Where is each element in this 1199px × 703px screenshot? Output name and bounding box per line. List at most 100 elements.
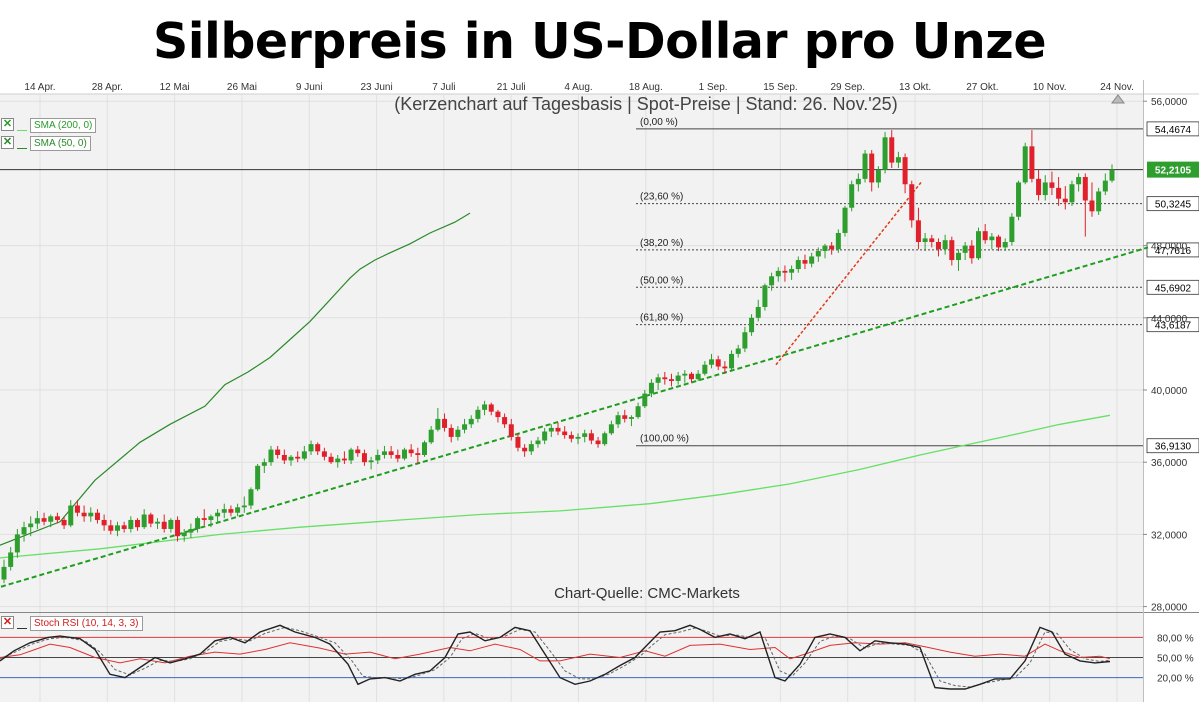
candle-body (1109, 169, 1115, 181)
candle-body (221, 509, 227, 513)
candle-body (1049, 182, 1055, 188)
stoch-rsi-label[interactable]: Stoch RSI (10, 14, 3, 3) (30, 616, 143, 631)
candle-body (161, 521, 167, 529)
stoch-rsi-red-line (0, 642, 1111, 664)
candle-body (74, 505, 80, 513)
fib-price-label: 36,9130 (1155, 442, 1192, 453)
stoch-rsi-toggle-icon[interactable]: ✕ (1, 616, 14, 629)
candle-body (328, 456, 334, 463)
candle-body (622, 415, 628, 419)
candle-body (996, 236, 1002, 248)
rsi-level-label: 50,00 % (1157, 654, 1194, 665)
candle-body (682, 373, 688, 376)
x-tick-label: 1 Sep. (699, 82, 728, 93)
fib-level-label: (23,60 %) (640, 192, 683, 203)
sma50-line (0, 212, 471, 546)
fib-price-box (1146, 242, 1199, 258)
candle-body (1, 566, 7, 580)
last-price-label: 52,2105 (1155, 166, 1192, 177)
candle-body (1016, 182, 1022, 217)
sma50-toggle-icon[interactable]: ✕ (1, 136, 14, 149)
candle-body (448, 427, 454, 437)
candle-body (308, 444, 314, 452)
candle-body (648, 382, 654, 394)
candle-body (88, 512, 94, 517)
candle-body (1002, 242, 1008, 248)
candle-body (668, 379, 674, 381)
candle-body (902, 157, 908, 185)
x-tick-label: 18 Aug. (629, 82, 663, 93)
x-tick-label: 10 Nov. (1033, 82, 1067, 93)
candle-body (34, 518, 40, 524)
candle-body (608, 424, 614, 434)
sma200-toggle-icon[interactable]: ✕ (1, 118, 14, 131)
sma200-swatch (17, 130, 27, 131)
candle-body (782, 270, 788, 273)
fib-level-label: (38,20 %) (640, 238, 683, 249)
x-tick-label: 15 Sep. (763, 82, 797, 93)
x-tick-label: 24 Nov. (1100, 82, 1134, 93)
candle-body (1089, 200, 1095, 212)
candle-body (842, 207, 848, 233)
candle-body (335, 458, 341, 463)
candle-body (168, 519, 174, 529)
x-tick-label: 26 Mai (227, 82, 257, 93)
candle-body (1076, 177, 1082, 185)
fib-price-box (1146, 196, 1199, 212)
candle-body (775, 270, 781, 277)
candle-body (255, 465, 261, 490)
candle-body (235, 507, 241, 513)
sma200-label[interactable]: SMA (200, 0) (30, 118, 97, 133)
candle-body (642, 393, 648, 407)
fibonacci-lines: (0,00 %) 54,4674 (23,60 %) 50,3245 (38,20 %)… (0, 117, 1199, 454)
candle-body (562, 431, 568, 436)
sma200-line (0, 414, 1111, 559)
candle-body (475, 409, 481, 419)
candle-body (729, 353, 735, 369)
candle-body (435, 418, 441, 430)
candle-body (482, 404, 488, 410)
candle-body (582, 433, 588, 437)
candle-body (515, 436, 521, 448)
candle-body (68, 505, 74, 526)
candle-body (341, 458, 347, 461)
candle-body (849, 184, 855, 208)
fib-level-label: (61,80 %) (640, 313, 683, 324)
candle-body (815, 251, 821, 257)
candle-body (8, 552, 14, 567)
candle-body (455, 429, 461, 437)
candle-body (508, 424, 514, 437)
candle-body (415, 453, 421, 455)
candle-body (922, 238, 928, 242)
candle-body (408, 449, 414, 454)
y-tick-label: 40,0000 (1151, 386, 1188, 397)
sma50-label[interactable]: SMA (50, 0) (30, 136, 91, 151)
candle-body (261, 462, 267, 466)
x-tick-label: 7 Juli (432, 82, 455, 93)
candlesticks (1, 130, 1115, 584)
candle-body (882, 137, 888, 170)
x-tick-label: 28 Apr. (92, 82, 123, 93)
candle-body (148, 514, 154, 524)
trend-lines (0, 181, 1149, 588)
candle-body (688, 373, 694, 380)
candle-body (361, 453, 367, 463)
rsi-level-label: 80,00 % (1157, 633, 1194, 644)
trend-line-long (0, 246, 1149, 588)
chart-source: Chart-Quelle: CMC-Markets (554, 585, 740, 602)
candle-body (742, 332, 748, 349)
scroll-marker-icon (1111, 94, 1125, 104)
candle-body (762, 285, 768, 307)
candle-body (1069, 184, 1075, 203)
candle-body (121, 525, 127, 529)
candle-body (989, 236, 995, 241)
candle-body (175, 519, 181, 537)
candle-body (749, 317, 755, 333)
candle-body (635, 406, 641, 418)
candle-body (555, 427, 561, 432)
candle-body (388, 451, 394, 455)
candle-body (108, 525, 114, 531)
candle-body (522, 447, 528, 452)
candle-body (101, 519, 107, 526)
candle-body (869, 153, 875, 183)
